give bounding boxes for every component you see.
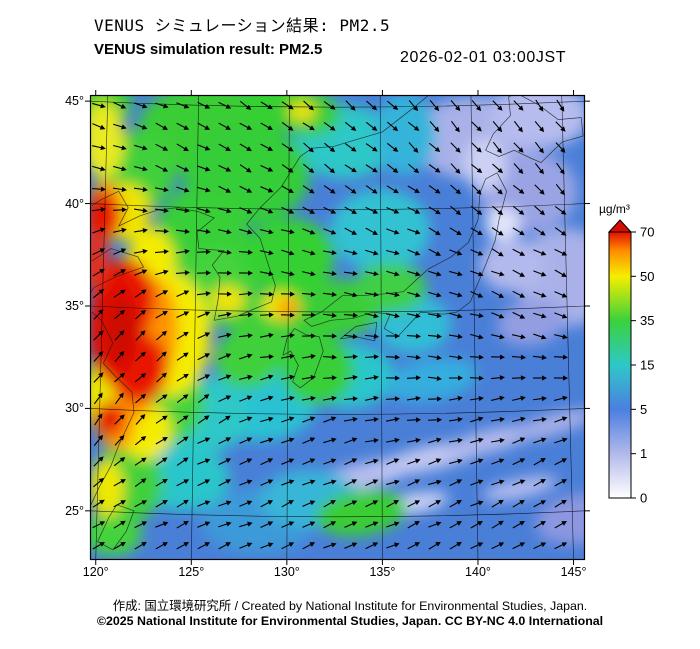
colorbar-tick-label: 50: [640, 269, 654, 284]
colorbar-tick-label: 5: [640, 402, 647, 417]
copyright-text: ©2025 National Institute for Environment…: [96, 614, 604, 628]
lat-tick-label: 45°: [65, 94, 84, 109]
colorbar-tick-label: 0: [640, 491, 647, 506]
lon-tick-label: 135°: [369, 565, 396, 579]
lon-tick-label: 140°: [465, 565, 491, 579]
colorbar: µg/m³ 0 1 5 15 35 50 70: [599, 196, 699, 516]
pm25-concentration-map: [85, 90, 590, 565]
datetime-label: 2026-02-01 03:00JST: [400, 49, 567, 66]
map-panel: [85, 90, 590, 565]
lon-tick-label: 125°: [178, 565, 205, 579]
lat-tick-label: 30°: [65, 401, 84, 416]
map-frame: [89, 94, 586, 561]
lon-tick-label: 145°: [560, 565, 587, 579]
lat-tick-label: 35°: [65, 298, 84, 313]
axis-ticks: [85, 90, 590, 565]
map-content: [90, 95, 585, 560]
colorbar-tick-label: 70: [640, 225, 654, 240]
title-japanese: VENUS シミュレーション結果: PM2.5: [94, 16, 391, 35]
lon-tick-label: 120°: [82, 565, 109, 579]
lon-tick-label: 130°: [273, 565, 300, 579]
colorbar-tick-label: 35: [640, 313, 654, 328]
colorbar-tick-label: 1: [640, 446, 647, 461]
wind-vectors: [91, 99, 568, 550]
lat-tick-label: 25°: [65, 503, 84, 518]
colorbar-unit-label: µg/m³: [599, 202, 630, 216]
credit-text: 作成: 国立環境研究所 / Created by National Instit…: [112, 599, 588, 613]
lat-tick-label: 40°: [65, 196, 84, 211]
title-english: VENUS simulation result: PM2.5: [94, 41, 323, 58]
colorbar-tick-label: 15: [640, 358, 654, 373]
